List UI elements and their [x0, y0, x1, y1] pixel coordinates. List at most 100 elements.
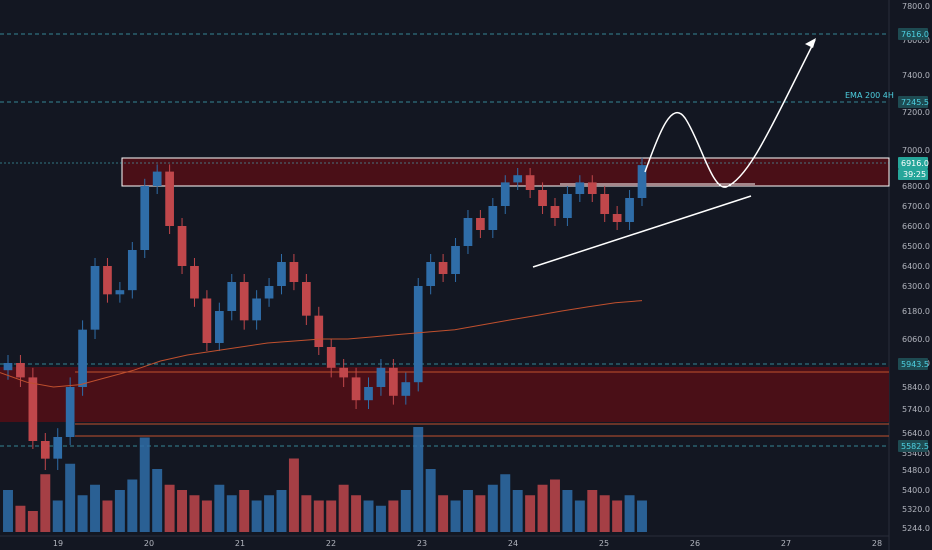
time-axis[interactable]: 19 20 21 22 23 24 25 26 27 28 [53, 539, 882, 548]
candle-body [389, 367, 398, 396]
volume-bar [276, 490, 287, 532]
volume-bar [102, 500, 113, 532]
candles [3, 157, 647, 470]
projection-arrowhead [805, 38, 816, 48]
volume-bar [512, 490, 523, 532]
volume-bar [164, 484, 175, 532]
candle-body [364, 387, 373, 401]
candle-body [351, 377, 361, 401]
candle-body [488, 206, 498, 230]
projection-path[interactable] [644, 39, 816, 188]
price-tick-label: 7800.0 [902, 2, 930, 11]
price-tick-label: 5840.0 [902, 383, 930, 392]
time-tick-label: 21 [235, 539, 245, 548]
candle-body [115, 290, 125, 295]
candle-body [214, 311, 224, 343]
volume-bar [127, 479, 138, 532]
price-tick-label: 7000.0 [902, 146, 930, 155]
price-tick-label: 6700.0 [902, 202, 930, 211]
candle-body [637, 165, 647, 198]
volume-bar [562, 490, 573, 532]
volume-bar [313, 500, 324, 532]
volume-bar [537, 484, 548, 532]
price-badge-current: 6916.0 39:25 [898, 157, 929, 180]
price-tick-label: 7400.0 [902, 71, 930, 80]
candle-body [550, 206, 560, 218]
candle-body [563, 194, 572, 218]
volume-bar [487, 484, 498, 532]
volume-bar [338, 484, 349, 532]
candle-body [227, 282, 237, 311]
svg-text:7616.0: 7616.0 [901, 30, 929, 39]
price-badge-7245: 7245.5 [898, 96, 929, 108]
candle-body [476, 218, 485, 230]
volume-bar [462, 490, 473, 532]
volume-bar [90, 484, 100, 532]
candle-body [413, 286, 423, 383]
candle-body [40, 441, 50, 459]
volume-bar [375, 505, 386, 532]
candle-body [103, 266, 112, 295]
svg-text:7245.5: 7245.5 [901, 98, 929, 107]
candle-body [538, 190, 547, 206]
price-axis[interactable]: 7800.0 7600.0 7400.0 7200.0 7000.0 6800.0 6700… [902, 2, 930, 533]
candle-body [140, 186, 150, 250]
volume-bar [264, 495, 275, 532]
candle-body [438, 262, 448, 274]
price-tick-label: 5480.0 [902, 466, 930, 475]
ema-200-line [0, 300, 643, 388]
candle-body [53, 437, 63, 459]
candle-body [314, 315, 324, 347]
price-tick-label: 5640.0 [902, 429, 930, 438]
candle-body [177, 226, 187, 266]
volume-bar [214, 484, 225, 532]
volume-bar [152, 469, 163, 532]
candle-body [625, 198, 634, 222]
volume-bar [624, 495, 635, 532]
volume-bar [612, 500, 623, 532]
candle-body [90, 266, 100, 330]
price-tick-label: 6800.0 [902, 182, 930, 191]
svg-text:5943.5: 5943.5 [901, 360, 929, 369]
candle-body [16, 363, 25, 378]
volume-bar [438, 495, 449, 532]
time-tick-label: 20 [144, 539, 154, 548]
support-zone [0, 367, 889, 422]
candle-body [277, 262, 286, 286]
volume-bar [326, 500, 337, 532]
price-tick-label: 6060.0 [902, 335, 930, 344]
svg-text:6916.0: 6916.0 [901, 159, 929, 168]
candle-body [339, 367, 348, 378]
time-tick-label: 26 [690, 539, 700, 548]
volume-bar [425, 469, 436, 532]
candle-body [302, 282, 311, 316]
ascending-trendline[interactable] [532, 195, 752, 268]
candle-body [426, 262, 436, 286]
price-tick-label: 7200.0 [902, 108, 930, 117]
candle-body [152, 171, 162, 186]
time-tick-label: 22 [326, 539, 336, 548]
volume-bar [363, 500, 374, 532]
volume-bar [587, 490, 598, 532]
volume-bar [351, 495, 362, 532]
volume-bar [239, 490, 250, 532]
price-tick-label: 6500.0 [902, 242, 930, 251]
candle-body [239, 282, 249, 321]
volume-bar [574, 500, 585, 532]
volume-bar [139, 437, 150, 532]
candle-body [65, 387, 75, 437]
svg-text:39:25: 39:25 [903, 170, 926, 179]
candle-body [165, 171, 174, 226]
volume-bar [27, 511, 38, 532]
volume-bar [450, 500, 461, 532]
volume-bar [52, 500, 63, 532]
price-badge-5943: 5943.5 [898, 358, 929, 370]
candle-body [264, 286, 274, 299]
candle-body [78, 329, 87, 387]
price-tick-label: 6400.0 [902, 262, 930, 271]
volume-bar [413, 427, 424, 532]
candle-body [401, 382, 411, 396]
candle-body [525, 175, 535, 190]
volume-bar [301, 495, 312, 532]
